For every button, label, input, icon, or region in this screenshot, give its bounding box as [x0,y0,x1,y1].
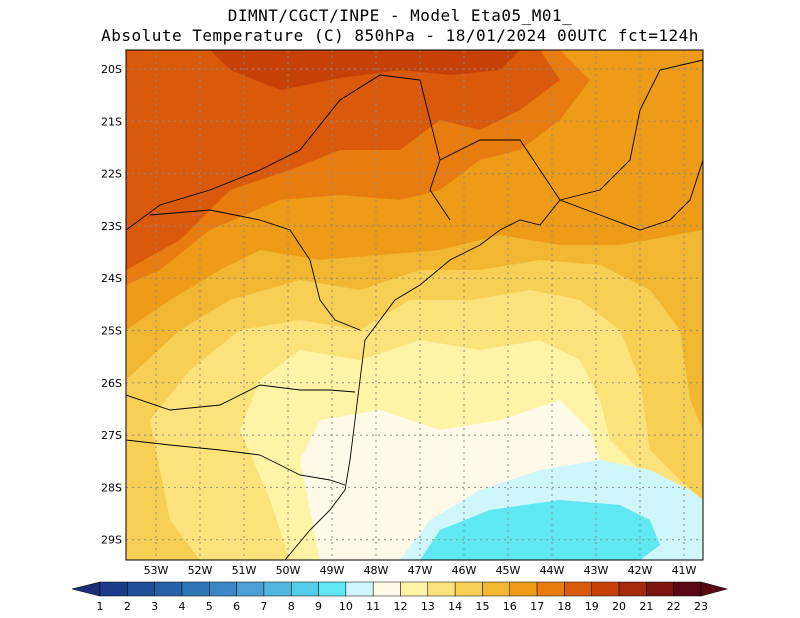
colorbar-label: 10 [339,600,353,613]
lon-label: 45W [496,564,521,577]
lat-label: 22S [101,168,122,181]
colorbar-label: 6 [233,600,240,613]
colorbar-label: 2 [124,600,131,613]
colorbar-label: 1 [97,600,104,613]
colorbar-label: 7 [260,600,267,613]
field-band-9 [420,500,660,560]
colorbar-swatch [127,581,155,597]
state-border-pr-sp [149,209,361,331]
lon-label: 53W [144,564,169,577]
colorbar-label: 4 [178,600,185,613]
lat-label: 20S [101,63,122,76]
lon-label: 51W [232,564,257,577]
colorbar-swatch [181,581,210,597]
temperature-field [126,50,703,560]
plot-frame [125,49,704,561]
colorbar-label: 11 [366,600,380,613]
colorbar-label: 13 [421,600,435,613]
colorbar-swatch [454,581,483,597]
lon-label: 49W [320,564,345,577]
colorbar-label: 23 [694,600,708,613]
coastline [284,159,703,560]
colorbar-label: 9 [315,600,322,613]
lon-label: 50W [276,564,301,577]
colorbar-label: 8 [288,600,295,613]
colorbar-label: 5 [206,600,213,613]
lon-label: 52W [188,564,213,577]
colorbar-label: 22 [667,600,681,613]
colorbar-labels: 1 2 3 4 5 6 7 8 9 10 11 12 13 14 15 16 17 18 19 20 21 22 23 [97,600,709,613]
colorbar-high-arrow [700,581,729,597]
colorbar-swatch [209,581,237,597]
colorbar-swatch [236,581,265,597]
lat-label: 24S [101,272,122,285]
lat-label: 21S [101,115,122,128]
state-border-sc-pr [126,384,356,411]
colorbar-swatch [618,581,647,597]
lon-label: 43W [584,564,609,577]
map-title-line1: DIMNT/CGCT/INPE - Model Eta05_M01_ [227,6,573,25]
lon-label: 44W [540,564,565,577]
longitude-labels: 53W 52W 51W 50W 49W 48W 47W 46W 45W 44W 43W 42W 41W [144,564,697,577]
lon-label: 41W [672,564,697,577]
colorbar-swatch [646,581,674,597]
colorbar-label: 20 [612,600,626,613]
lat-label: 23S [101,220,122,233]
colorbar-low-arrow [71,581,101,597]
colorbar-label: 17 [530,600,544,613]
lon-label: 48W [364,564,389,577]
colorbar-label: 18 [557,600,571,613]
colorbar-label: 21 [639,600,653,613]
coastline-and-borders [126,59,703,560]
lat-label: 25S [101,325,122,338]
lat-label: 27S [101,429,122,442]
lat-label: 29S [101,534,122,547]
lon-label: 42W [628,564,653,577]
map-title-line2: Absolute Temperature (C) 850hPa - 18/01/… [101,26,699,45]
colorbar-label: 16 [503,600,517,613]
colorbar-label: 14 [448,600,462,613]
colorbar-swatch [318,581,347,597]
colorbar-swatch [345,581,374,597]
colorbar-swatch [400,581,429,597]
state-border-rs-sc [126,439,346,486]
lon-label: 47W [408,564,433,577]
colorbar-swatch [427,581,456,597]
colorbar-swatch [673,581,702,597]
colorbar-label: 15 [475,600,489,613]
lat-label: 28S [101,481,122,494]
colorbar-label: 19 [585,600,599,613]
state-border-sp-mg [126,74,451,231]
colorbar-swatch [154,581,183,597]
colorbar-swatch [536,581,565,597]
lat-label: 26S [101,377,122,390]
field-band-18 [126,50,560,270]
lon-label: 46W [452,564,477,577]
state-border-mg-rj-es [559,59,703,201]
latitude-labels: 20S 21S 22S 23S 24S 25S 26S 27S 28S 29S [101,63,122,547]
colorbar-swatch [290,581,319,597]
colorbar [71,581,729,597]
colorbar-swatch [372,581,401,597]
colorbar-swatch [509,581,538,597]
state-border-mg-sp-east [439,139,561,201]
colorbar-swatch [99,581,128,597]
colorbar-label: 3 [151,600,158,613]
colorbar-swatch [482,581,511,597]
colorbar-label: 12 [394,600,408,613]
graticule [126,50,703,560]
colorbar-swatch [564,581,592,597]
colorbar-swatch [263,581,292,597]
colorbar-swatch [591,581,620,597]
